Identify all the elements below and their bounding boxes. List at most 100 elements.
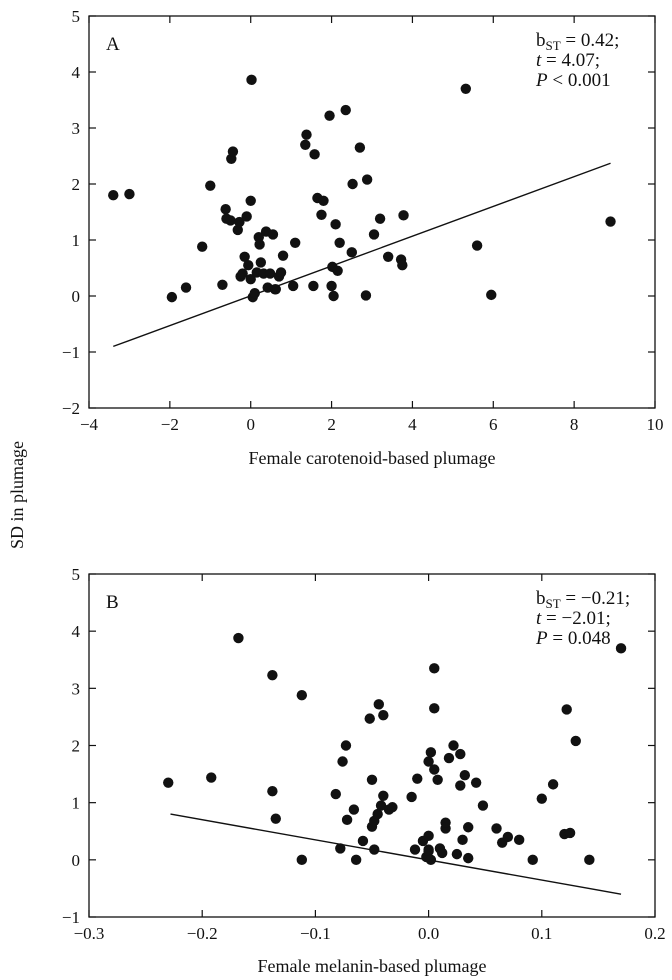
data-point-a [328,290,339,302]
data-point-a [332,265,343,276]
data-point-a [382,251,394,262]
y-tick-label-a: −1 [62,343,80,362]
x-tick-label-a: 4 [408,415,417,434]
stat-p-value-b: P = 0.048 [535,628,611,649]
data-point-b [270,813,281,824]
y-tick-label-b: 5 [72,565,81,584]
data-point-a [374,213,386,224]
data-point-b [423,756,434,767]
stat-coefficient-b: bST = −0.21; [536,588,630,611]
data-point-b [406,791,417,803]
x-tick-label-a: 8 [570,415,579,434]
data-point-b [455,748,466,760]
data-point-b [409,844,421,855]
stat-t-value-a: t = 4.07; [536,50,600,71]
data-point-a [289,237,301,248]
data-point-b [267,786,278,797]
data-point-b [451,848,463,860]
x-tick-label-a: −2 [161,415,179,434]
data-point-a [264,268,276,279]
data-point-a [324,110,335,121]
data-point-b [378,710,389,721]
data-point-b [443,752,455,764]
data-point-a [245,274,256,285]
data-point-a [275,267,287,278]
data-point-b [378,790,389,802]
data-point-a [239,251,250,262]
x-tick-label-a: 10 [647,415,664,434]
data-point-b [335,843,346,854]
data-point-b [369,844,380,855]
data-point-a [330,219,341,230]
stat-coefficient-a: bST = 0.42; [536,30,619,53]
data-point-b [440,817,451,828]
data-point-a [254,239,265,250]
data-point-a [471,240,483,251]
data-point-a [460,83,471,95]
y-tick-label-a: −2 [62,399,80,418]
x-axis-label-a: Female carotenoid-based plumage [249,448,496,468]
y-tick-label-a: 0 [72,287,81,306]
data-point-b [330,788,341,800]
data-point-a [326,280,337,292]
data-point-a [346,247,357,258]
data-point-a [166,291,178,303]
plot-frame-a [88,15,656,409]
data-point-b [425,854,437,866]
data-point-b [561,704,572,715]
data-point-b [513,834,525,846]
panel-letter-a: A [106,34,120,55]
data-point-a [309,149,320,160]
data-point-a [180,282,192,293]
x-tick-label-a: 0 [246,415,255,434]
data-point-b [373,699,384,710]
data-point-b [423,846,434,857]
data-point-a [255,257,267,268]
stat-t-value-b: t = −2.01; [536,608,611,629]
data-point-a [605,216,616,227]
x-tick-label-b: −0.2 [187,924,218,943]
data-point-a [267,229,279,240]
y-tick-label-a: 2 [72,175,81,194]
data-point-a [234,216,245,228]
data-point-a [301,129,312,140]
data-point-a [124,188,135,200]
data-point-b [429,764,440,775]
data-point-b [432,774,443,785]
data-point-b [366,774,378,785]
panel-letter-b: B [106,592,119,613]
x-tick-label-b: 0.0 [418,924,439,943]
data-point-a [354,142,366,153]
data-point-a [308,280,319,292]
panel-b: −0.3 −0.2 −0.1 0.0 0.1 0.2 −1 0 1 2 3 4 5 Female mela… [62,565,666,976]
data-point-b [233,632,244,644]
stat-p-value-a: P < 0.001 [535,70,611,91]
data-point-b [206,772,217,783]
x-axis-label-b: Female melanin-based plumage [258,956,487,976]
x-tick-label-a: −4 [80,415,99,434]
data-point-a [334,237,345,248]
data-point-b [357,835,369,847]
data-point-a [360,290,372,301]
data-point-b [429,663,440,674]
data-point-b [387,802,398,813]
y-axis-label: SD in plumage [7,441,27,549]
data-point-a [232,224,243,236]
data-point-b [267,669,278,681]
data-point-a [220,204,231,215]
x-tick-label-b: −0.3 [74,924,105,943]
data-point-a [241,211,252,222]
data-point-a [316,209,327,220]
data-point-b [375,800,387,811]
y-tick-label-a: 5 [72,7,81,26]
data-point-b [457,834,468,846]
data-point-a [300,139,311,150]
data-point-b [296,854,308,866]
y-tick-label-b: 1 [72,794,81,813]
regression-line-a [113,162,611,348]
data-point-a [217,279,228,290]
data-point-a [270,284,281,295]
data-point-a [249,288,260,299]
data-point-a [197,241,208,252]
